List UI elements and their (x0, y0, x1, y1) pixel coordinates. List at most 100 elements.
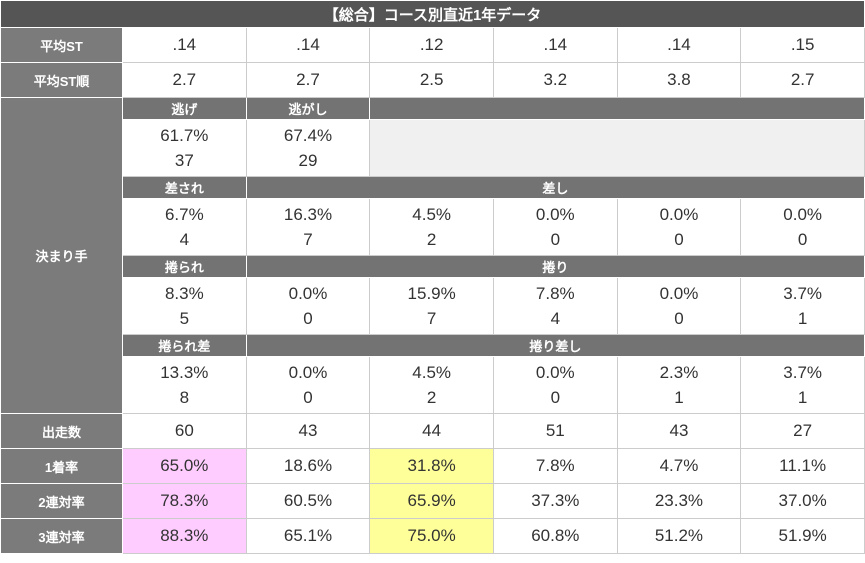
cell: 43 (616, 413, 742, 449)
kimarite-cell: 7.8% 4 (492, 277, 618, 335)
st-row: 平均ST順 2.7 2.7 2.5 3.2 3.8 2.7 (0, 62, 865, 98)
cell: 27 (740, 413, 865, 449)
stats-row: 1着率 65.0% 18.6% 31.8% 7.8% 4.7% 11.1% (0, 448, 865, 484)
count: 4 (550, 309, 561, 328)
kimarite-cell: 0.0% 0 (245, 277, 371, 335)
cell: 11.1% (740, 448, 865, 484)
kimarite-cell: 3.7% 1 (740, 356, 865, 414)
rate: 0.0% (783, 205, 823, 224)
row-label: 3連対率 (0, 518, 123, 554)
kimarite-header: 捲り (245, 255, 865, 278)
cell: 51 (492, 413, 618, 449)
count: 5 (179, 309, 190, 328)
cell: 4.7% (616, 448, 742, 484)
cell: 2.7 (245, 62, 371, 98)
kimarite-header-row: 捲られ差 捲り差し (1, 334, 865, 357)
kimarite-value-row: 8.3% 5 0.0% 0 15.9% 7 7.8% 4 0.0% 0 3.7% 1 (1, 277, 865, 335)
cell: 65.1% (245, 518, 371, 554)
rate: 0.0% (659, 284, 699, 303)
rate: 67.4% (283, 126, 333, 145)
count: 1 (674, 388, 684, 407)
cell: 2.7 (740, 62, 865, 98)
kimarite-header: 捲り差し (245, 334, 865, 357)
kimarite-cell: 13.3% 8 (122, 356, 247, 414)
kimarite-cell: 0.0% 0 (616, 277, 742, 335)
cell: 78.3% (122, 483, 247, 519)
stats-row: 2連対率 78.3% 60.5% 65.9% 37.3% 23.3% 37.0% (0, 483, 865, 519)
cell: .12 (369, 27, 494, 63)
kimarite-header: 逃げ (122, 97, 247, 120)
kimarite-cell: 0.0% 0 (492, 356, 618, 414)
title-row: 【総合】コース別直近1年データ (0, 0, 865, 28)
rate: 3.7% (783, 363, 823, 382)
count: 0 (303, 388, 313, 407)
rate: 0.0% (288, 363, 328, 382)
rate: 13.3% (160, 363, 209, 382)
count: 29 (298, 151, 318, 170)
cell: 37.3% (492, 483, 618, 519)
kimarite-cell: 16.3% 7 (245, 198, 371, 256)
st-row: 平均ST .14.14.12.14.14.15 (0, 27, 865, 63)
cell: 60.5% (245, 483, 371, 519)
cell: 2.7 (122, 62, 247, 98)
kimarite-cell: 4.5% 2 (369, 198, 494, 256)
kimarite-header: 逃がし (245, 97, 371, 120)
rate: 6.7% (164, 205, 204, 224)
count: 1 (797, 309, 808, 328)
cell: .15 (740, 27, 865, 63)
row-label: 決まり手 (0, 97, 123, 414)
cell: 37.0% (740, 483, 865, 519)
rate: 7.8% (535, 284, 575, 303)
cell: 18.6% (245, 448, 371, 484)
kimarite-cell: 4.5% 2 (369, 356, 494, 414)
rate: 15.9% (407, 284, 456, 303)
header-filler (369, 97, 865, 120)
table-title: 【総合】コース別直近1年データ (0, 0, 865, 28)
kimarite-header-row: 差され 差し (1, 176, 865, 199)
rate: 8.3% (164, 284, 204, 303)
cell: 60 (122, 413, 247, 449)
cell: .14 (616, 27, 742, 63)
count: 2 (426, 388, 437, 407)
count: 2 (426, 230, 437, 249)
rate: 0.0% (659, 205, 699, 224)
cell: .14 (245, 27, 371, 63)
count: 8 (179, 388, 190, 407)
stats-row: 出走数 60 43 44 51 43 27 (0, 413, 865, 449)
row-label: 2連対率 (0, 483, 123, 519)
cell: 65.9% (369, 483, 494, 519)
rate: 4.5% (412, 363, 452, 382)
cell: .14 (122, 27, 247, 63)
stats-row: 3連対率 88.3% 65.1% 75.0% 60.8% 51.2% 51.9% (0, 518, 865, 554)
row-label: 平均ST (0, 27, 123, 63)
kimarite-cell: 0.0% 0 (492, 198, 618, 256)
count: 0 (674, 309, 684, 328)
rate: 16.3% (283, 205, 333, 224)
kimarite-cell: 2.3% 1 (616, 356, 742, 414)
row-label: 1着率 (0, 448, 123, 484)
cell: 44 (369, 413, 494, 449)
cell: 51.9% (740, 518, 865, 554)
cell: 65.0% (122, 448, 247, 484)
kimarite-value-row: 61.7% 37 67.4% 29 (1, 119, 865, 177)
rate: 2.3% (659, 363, 699, 382)
cell: .14 (492, 27, 618, 63)
count: 0 (797, 230, 808, 249)
kimarite-cell: 8.3% 5 (122, 277, 247, 335)
count: 4 (179, 230, 190, 249)
kimarite-value-row: 6.7% 4 16.3% 7 4.5% 2 0.0% 0 0.0% 0 0.0% 0 (1, 198, 865, 256)
rate: 4.5% (412, 205, 452, 224)
cell: 75.0% (369, 518, 494, 554)
count: 0 (303, 309, 313, 328)
count: 37 (174, 151, 194, 170)
rate: 0.0% (535, 205, 575, 224)
cell: 51.2% (616, 518, 742, 554)
count: 0 (550, 230, 561, 249)
kimarite-value-row: 13.3% 8 0.0% 0 4.5% 2 0.0% 0 2.3% 1 3.7% 1 (1, 356, 865, 414)
kimarite-cell: 67.4% 29 (245, 119, 371, 177)
rate: 3.7% (783, 284, 823, 303)
kimarite-header: 差され (122, 176, 247, 199)
cell: 31.8% (369, 448, 494, 484)
cell: 88.3% (122, 518, 247, 554)
